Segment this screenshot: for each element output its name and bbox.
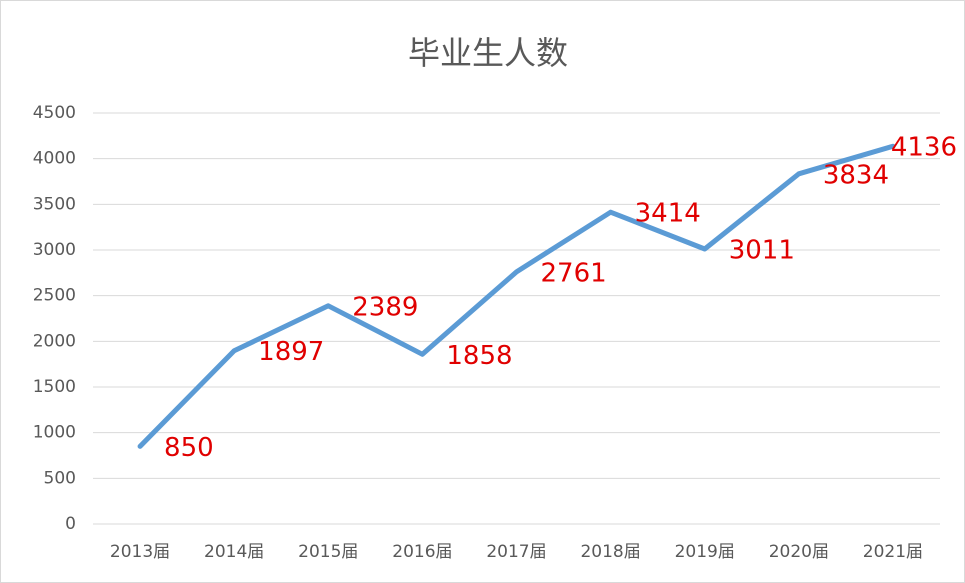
- chart-title: 毕业生人数: [408, 34, 568, 72]
- x-tick-label: 2014届: [204, 542, 264, 562]
- y-tick-label: 0: [65, 514, 76, 534]
- y-tick-label: 3500: [33, 194, 76, 214]
- data-label: 2389: [352, 292, 418, 322]
- y-tick-label: 2500: [33, 286, 76, 306]
- data-label: 850: [164, 433, 214, 463]
- x-tick-label: 2016届: [392, 542, 452, 562]
- data-label: 2761: [541, 258, 607, 288]
- data-label: 1858: [446, 341, 512, 371]
- x-tick-label: 2020届: [769, 542, 829, 562]
- x-tick-label: 2013届: [110, 542, 170, 562]
- y-tick-label: 2000: [33, 331, 76, 351]
- data-label: 3011: [729, 235, 795, 265]
- x-tick-label: 2018届: [580, 542, 640, 562]
- data-line: [137, 143, 896, 449]
- y-tick-label: 1500: [33, 377, 76, 397]
- data-label: 3414: [635, 199, 701, 229]
- y-tick-label: 1000: [33, 423, 76, 443]
- y-tick-label: 500: [44, 468, 76, 488]
- x-tick-label: 2019届: [675, 542, 735, 562]
- x-tick-label: 2017届: [486, 542, 546, 562]
- data-label: 3834: [823, 160, 889, 190]
- y-tick-label: 4500: [33, 103, 76, 123]
- x-tick-label: 2015届: [298, 542, 358, 562]
- y-tick-label: 3000: [33, 240, 76, 260]
- data-label: 1897: [258, 337, 324, 367]
- x-tick-label: 2021届: [863, 542, 923, 562]
- y-tick-label: 4000: [33, 149, 76, 169]
- data-label: 4136: [891, 133, 957, 163]
